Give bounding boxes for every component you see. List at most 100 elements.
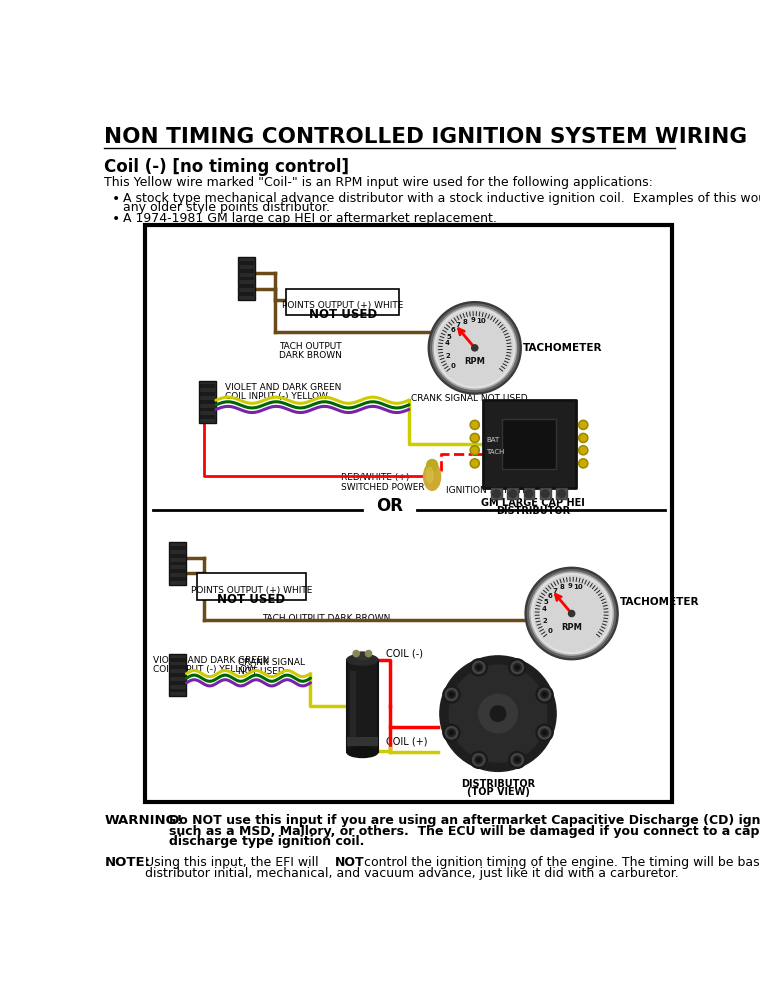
Circle shape: [490, 706, 505, 721]
Circle shape: [511, 661, 524, 674]
Bar: [170, 554, 185, 557]
Text: 7: 7: [456, 323, 461, 328]
Circle shape: [580, 461, 587, 467]
Circle shape: [578, 421, 588, 430]
Circle shape: [508, 751, 526, 769]
Circle shape: [470, 434, 480, 443]
Text: TACH OUTPUT: TACH OUTPUT: [279, 342, 341, 351]
Text: COIL (+): COIL (+): [385, 736, 427, 746]
Bar: [483, 399, 575, 488]
Circle shape: [527, 569, 616, 657]
Circle shape: [509, 490, 517, 498]
Ellipse shape: [347, 654, 378, 665]
Text: NOTE:: NOTE:: [104, 856, 150, 869]
Bar: [170, 561, 185, 565]
Bar: [347, 660, 378, 752]
Bar: [239, 277, 254, 281]
Circle shape: [449, 692, 454, 696]
Circle shape: [578, 459, 588, 468]
Circle shape: [543, 730, 546, 734]
Text: DARK BROWN: DARK BROWN: [279, 351, 341, 360]
Text: 4: 4: [542, 606, 546, 612]
Circle shape: [470, 459, 480, 468]
Text: COIL (-): COIL (-): [385, 648, 423, 658]
Circle shape: [475, 757, 483, 764]
Bar: [524, 488, 534, 499]
Circle shape: [475, 664, 483, 671]
Circle shape: [508, 659, 526, 676]
Text: control the ignition timing of the engine. The timing will be based on the: control the ignition timing of the engin…: [360, 856, 760, 869]
Circle shape: [540, 690, 549, 698]
Bar: [238, 258, 255, 300]
Text: 8: 8: [463, 319, 467, 325]
Bar: [170, 666, 185, 669]
Text: IGNITION SWITCH: IGNITION SWITCH: [446, 487, 525, 496]
Circle shape: [514, 757, 521, 764]
Circle shape: [449, 730, 454, 734]
Text: •: •: [112, 211, 120, 225]
Circle shape: [470, 446, 480, 455]
Circle shape: [578, 446, 588, 455]
Circle shape: [448, 729, 455, 736]
Text: POINTS OUTPUT (+) WHITE: POINTS OUTPUT (+) WHITE: [191, 585, 312, 595]
Bar: [239, 292, 254, 296]
Text: COIL INPUT (-) YELLOW: COIL INPUT (-) YELLOW: [153, 665, 256, 674]
Text: A stock type mechanical advance distributor with a stock inductive ignition coil: A stock type mechanical advance distribu…: [123, 191, 760, 204]
Bar: [200, 399, 215, 403]
Ellipse shape: [423, 463, 441, 490]
Text: TACHOMETER: TACHOMETER: [523, 343, 602, 353]
Circle shape: [435, 308, 515, 388]
Circle shape: [580, 435, 587, 441]
Ellipse shape: [426, 467, 433, 483]
Text: 2: 2: [445, 352, 451, 358]
Circle shape: [440, 656, 556, 772]
Circle shape: [443, 724, 460, 741]
Bar: [347, 736, 378, 746]
Circle shape: [449, 665, 547, 763]
Text: VIOLET AND DARK GREEN: VIOLET AND DARK GREEN: [225, 382, 341, 391]
Bar: [556, 488, 567, 499]
Bar: [170, 681, 185, 685]
Text: NON TIMING CONTROLLED IGNITION SYSTEM WIRING: NON TIMING CONTROLLED IGNITION SYSTEM WI…: [104, 127, 747, 147]
Bar: [199, 380, 216, 423]
Text: CRANK SIGNAL NOT USED: CRANK SIGNAL NOT USED: [411, 394, 528, 403]
Circle shape: [353, 651, 359, 657]
Bar: [540, 488, 551, 499]
Text: •: •: [112, 191, 120, 205]
Ellipse shape: [426, 460, 438, 470]
Text: 6: 6: [451, 327, 455, 333]
Bar: [200, 415, 215, 420]
Bar: [200, 407, 215, 411]
Circle shape: [472, 448, 478, 454]
Text: 10: 10: [574, 583, 583, 590]
Text: 2: 2: [543, 618, 547, 624]
Ellipse shape: [355, 652, 370, 660]
Circle shape: [477, 758, 480, 762]
Text: GM LARGE CAP HEI: GM LARGE CAP HEI: [481, 498, 584, 508]
Text: 5: 5: [447, 334, 451, 340]
Text: 9: 9: [568, 582, 572, 589]
Text: distributor initial, mechanical, and vacuum advance, just like it did with a car: distributor initial, mechanical, and vac…: [145, 867, 679, 880]
Bar: [170, 546, 185, 550]
Circle shape: [472, 435, 478, 441]
Circle shape: [536, 686, 553, 703]
Text: such as a MSD, Mallory, or others.  The ECU will be damaged if you connect to a : such as a MSD, Mallory, or others. The E…: [169, 825, 760, 838]
Circle shape: [580, 448, 587, 454]
Text: 10: 10: [477, 318, 486, 324]
Circle shape: [536, 724, 553, 741]
Circle shape: [428, 302, 521, 394]
Text: NOT: NOT: [335, 856, 365, 869]
Text: DISTRIBUTOR: DISTRIBUTOR: [496, 506, 570, 516]
Circle shape: [538, 688, 551, 700]
Circle shape: [433, 306, 517, 389]
Text: NOT USED: NOT USED: [239, 667, 285, 676]
Circle shape: [445, 726, 458, 739]
Circle shape: [580, 422, 587, 428]
Text: CRANK SIGNAL: CRANK SIGNAL: [239, 658, 306, 667]
Circle shape: [437, 310, 513, 385]
Circle shape: [470, 421, 480, 430]
Circle shape: [492, 490, 500, 498]
Circle shape: [448, 690, 455, 698]
Bar: [170, 658, 185, 662]
Text: 0: 0: [451, 363, 456, 368]
